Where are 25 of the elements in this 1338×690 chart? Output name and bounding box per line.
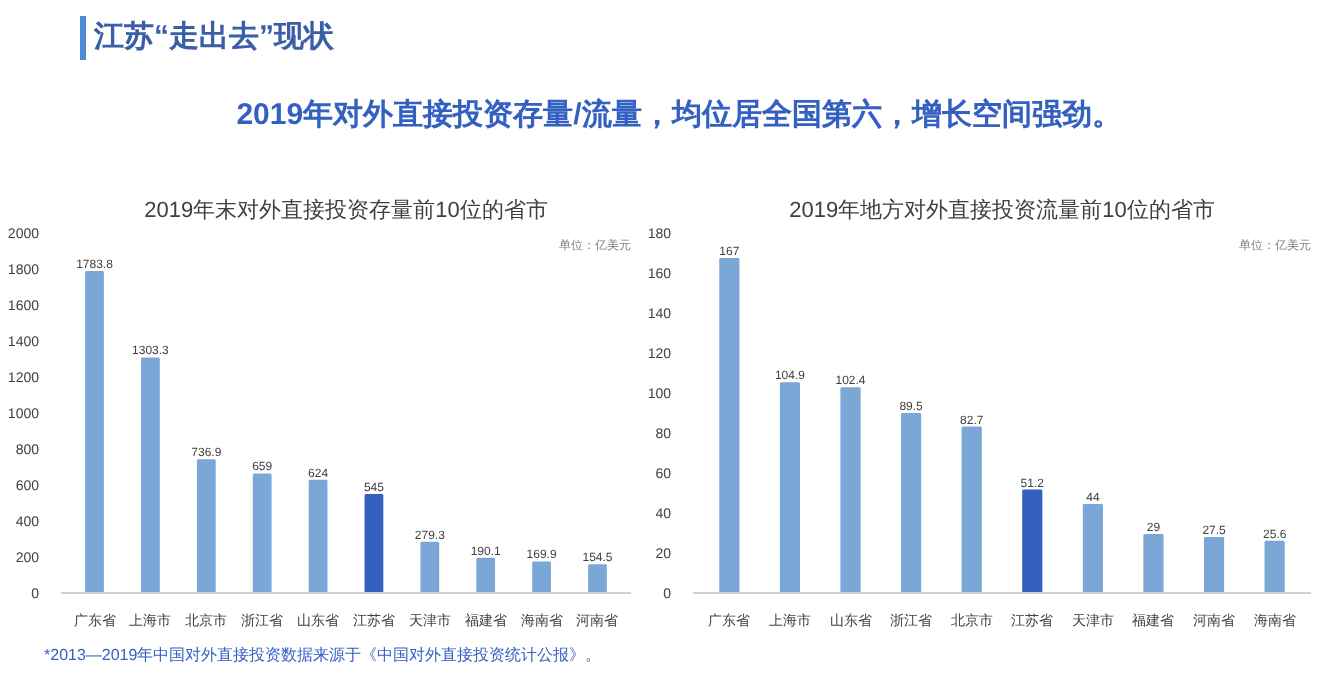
text: *2013—2019年中国对外直接投资数据来源于《中国对外直接投资统计公报》。 bbox=[44, 644, 602, 667]
chart-title: 2019年末对外直接投资存量前10位的省市 bbox=[144, 197, 548, 223]
bar bbox=[308, 479, 328, 593]
bar bbox=[420, 541, 440, 593]
bar bbox=[1022, 489, 1043, 593]
bar bbox=[364, 493, 384, 593]
bar bbox=[779, 382, 801, 593]
bar bbox=[141, 357, 160, 593]
bar bbox=[196, 459, 216, 593]
text: 江苏“走出去”现状 bbox=[94, 18, 334, 58]
bar bbox=[1082, 504, 1103, 593]
text: 2019年对外直接投资存量/流量，均位居全国第六，增长空间强劲。 bbox=[236, 96, 1122, 136]
bar bbox=[1203, 537, 1225, 593]
bar bbox=[840, 387, 861, 593]
bar bbox=[901, 413, 922, 593]
bar bbox=[588, 564, 607, 593]
bar bbox=[719, 258, 740, 593]
chart-title: 2019年地方对外直接投资流量前10位的省市 bbox=[789, 197, 1215, 223]
bar bbox=[85, 270, 104, 593]
bar bbox=[476, 557, 496, 593]
bar bbox=[1143, 534, 1164, 593]
bar bbox=[252, 473, 272, 593]
bar bbox=[961, 426, 982, 593]
bar bbox=[1264, 540, 1285, 593]
bar bbox=[532, 561, 551, 593]
